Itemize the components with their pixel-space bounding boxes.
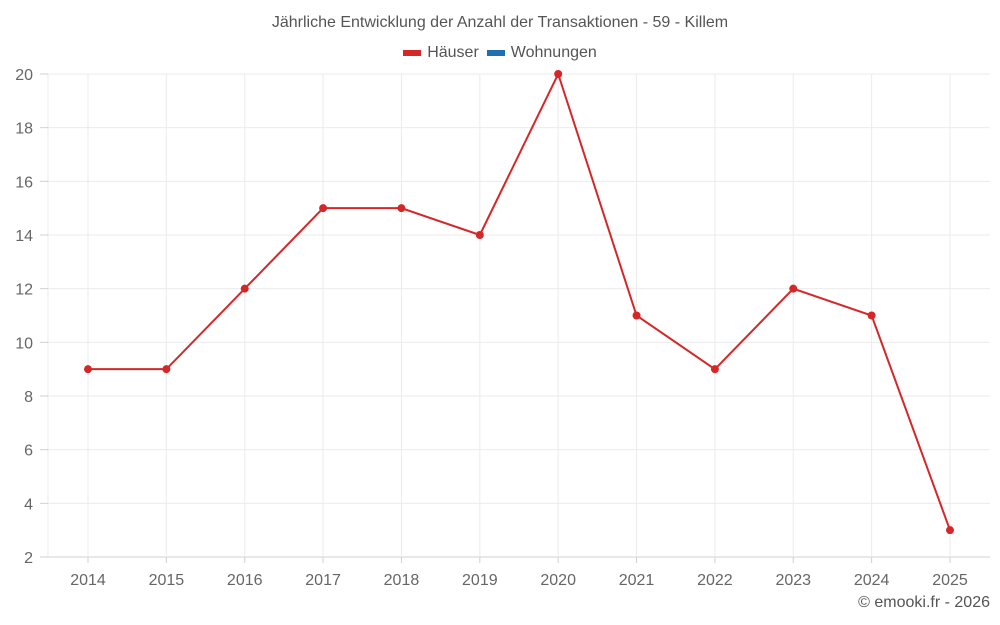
legend-item-wohnungen[interactable]: Wohnungen xyxy=(486,44,597,62)
series-haeuser xyxy=(84,70,954,535)
x-tick-label: 2020 xyxy=(540,572,576,589)
y-tick-label: 6 xyxy=(24,443,33,460)
x-tick-label: 2023 xyxy=(775,572,811,589)
legend-item-haeuser[interactable]: Häuser xyxy=(403,44,479,62)
y-tick-label: 8 xyxy=(24,389,33,406)
grid xyxy=(47,73,990,558)
x-tick-label: 2022 xyxy=(697,572,733,589)
y-tick-label: 20 xyxy=(15,67,33,84)
data-point[interactable] xyxy=(319,204,328,213)
x-tick-label: 2024 xyxy=(854,572,890,589)
y-tick-label: 4 xyxy=(24,496,33,513)
x-tick-label: 2017 xyxy=(305,572,341,589)
chart-title: Jährliche Entwicklung der Anzahl der Tra… xyxy=(271,14,729,31)
y-tick-label: 2 xyxy=(24,550,33,567)
data-point[interactable] xyxy=(632,311,641,320)
y-tick-label: 12 xyxy=(15,282,33,299)
x-tick-label: 2018 xyxy=(384,572,420,589)
data-point[interactable] xyxy=(789,284,798,293)
data-point[interactable] xyxy=(240,284,249,293)
data-point[interactable] xyxy=(554,70,563,78)
data-point[interactable] xyxy=(475,231,484,239)
x-tick-label: 2015 xyxy=(149,572,185,589)
data-point[interactable] xyxy=(84,365,92,374)
legend-label-haeuser: Häuser xyxy=(427,44,479,61)
x-tick-label: 2021 xyxy=(619,572,655,589)
legend-swatch-haeuser xyxy=(403,50,422,56)
x-tick-label: 2025 xyxy=(932,572,968,589)
y-tick-label: 16 xyxy=(15,174,33,191)
x-tick-label: 2016 xyxy=(227,572,263,589)
y-tick-label: 10 xyxy=(15,335,33,352)
data-point[interactable] xyxy=(867,311,876,320)
legend: Häuser Wohnungen xyxy=(0,44,1000,62)
legend-label-wohnungen: Wohnungen xyxy=(510,44,597,61)
data-point[interactable] xyxy=(397,204,406,213)
data-point[interactable] xyxy=(162,365,171,374)
credit-text: © emooki.fr - 2026 xyxy=(858,594,990,611)
y-tick-label: 18 xyxy=(15,121,33,138)
x-tick-label: 2014 xyxy=(70,572,106,589)
data-point[interactable] xyxy=(946,526,954,535)
axes: 2 4 6 8 10 12 14 16 18 20 2014 2015 2016 2017 2018 2019… xyxy=(15,67,968,589)
x-tick-label: 2019 xyxy=(462,572,498,589)
data-point[interactable] xyxy=(710,365,719,374)
series-line xyxy=(88,71,951,531)
legend-swatch-wohnungen xyxy=(486,50,505,56)
y-tick-label: 14 xyxy=(15,228,33,245)
